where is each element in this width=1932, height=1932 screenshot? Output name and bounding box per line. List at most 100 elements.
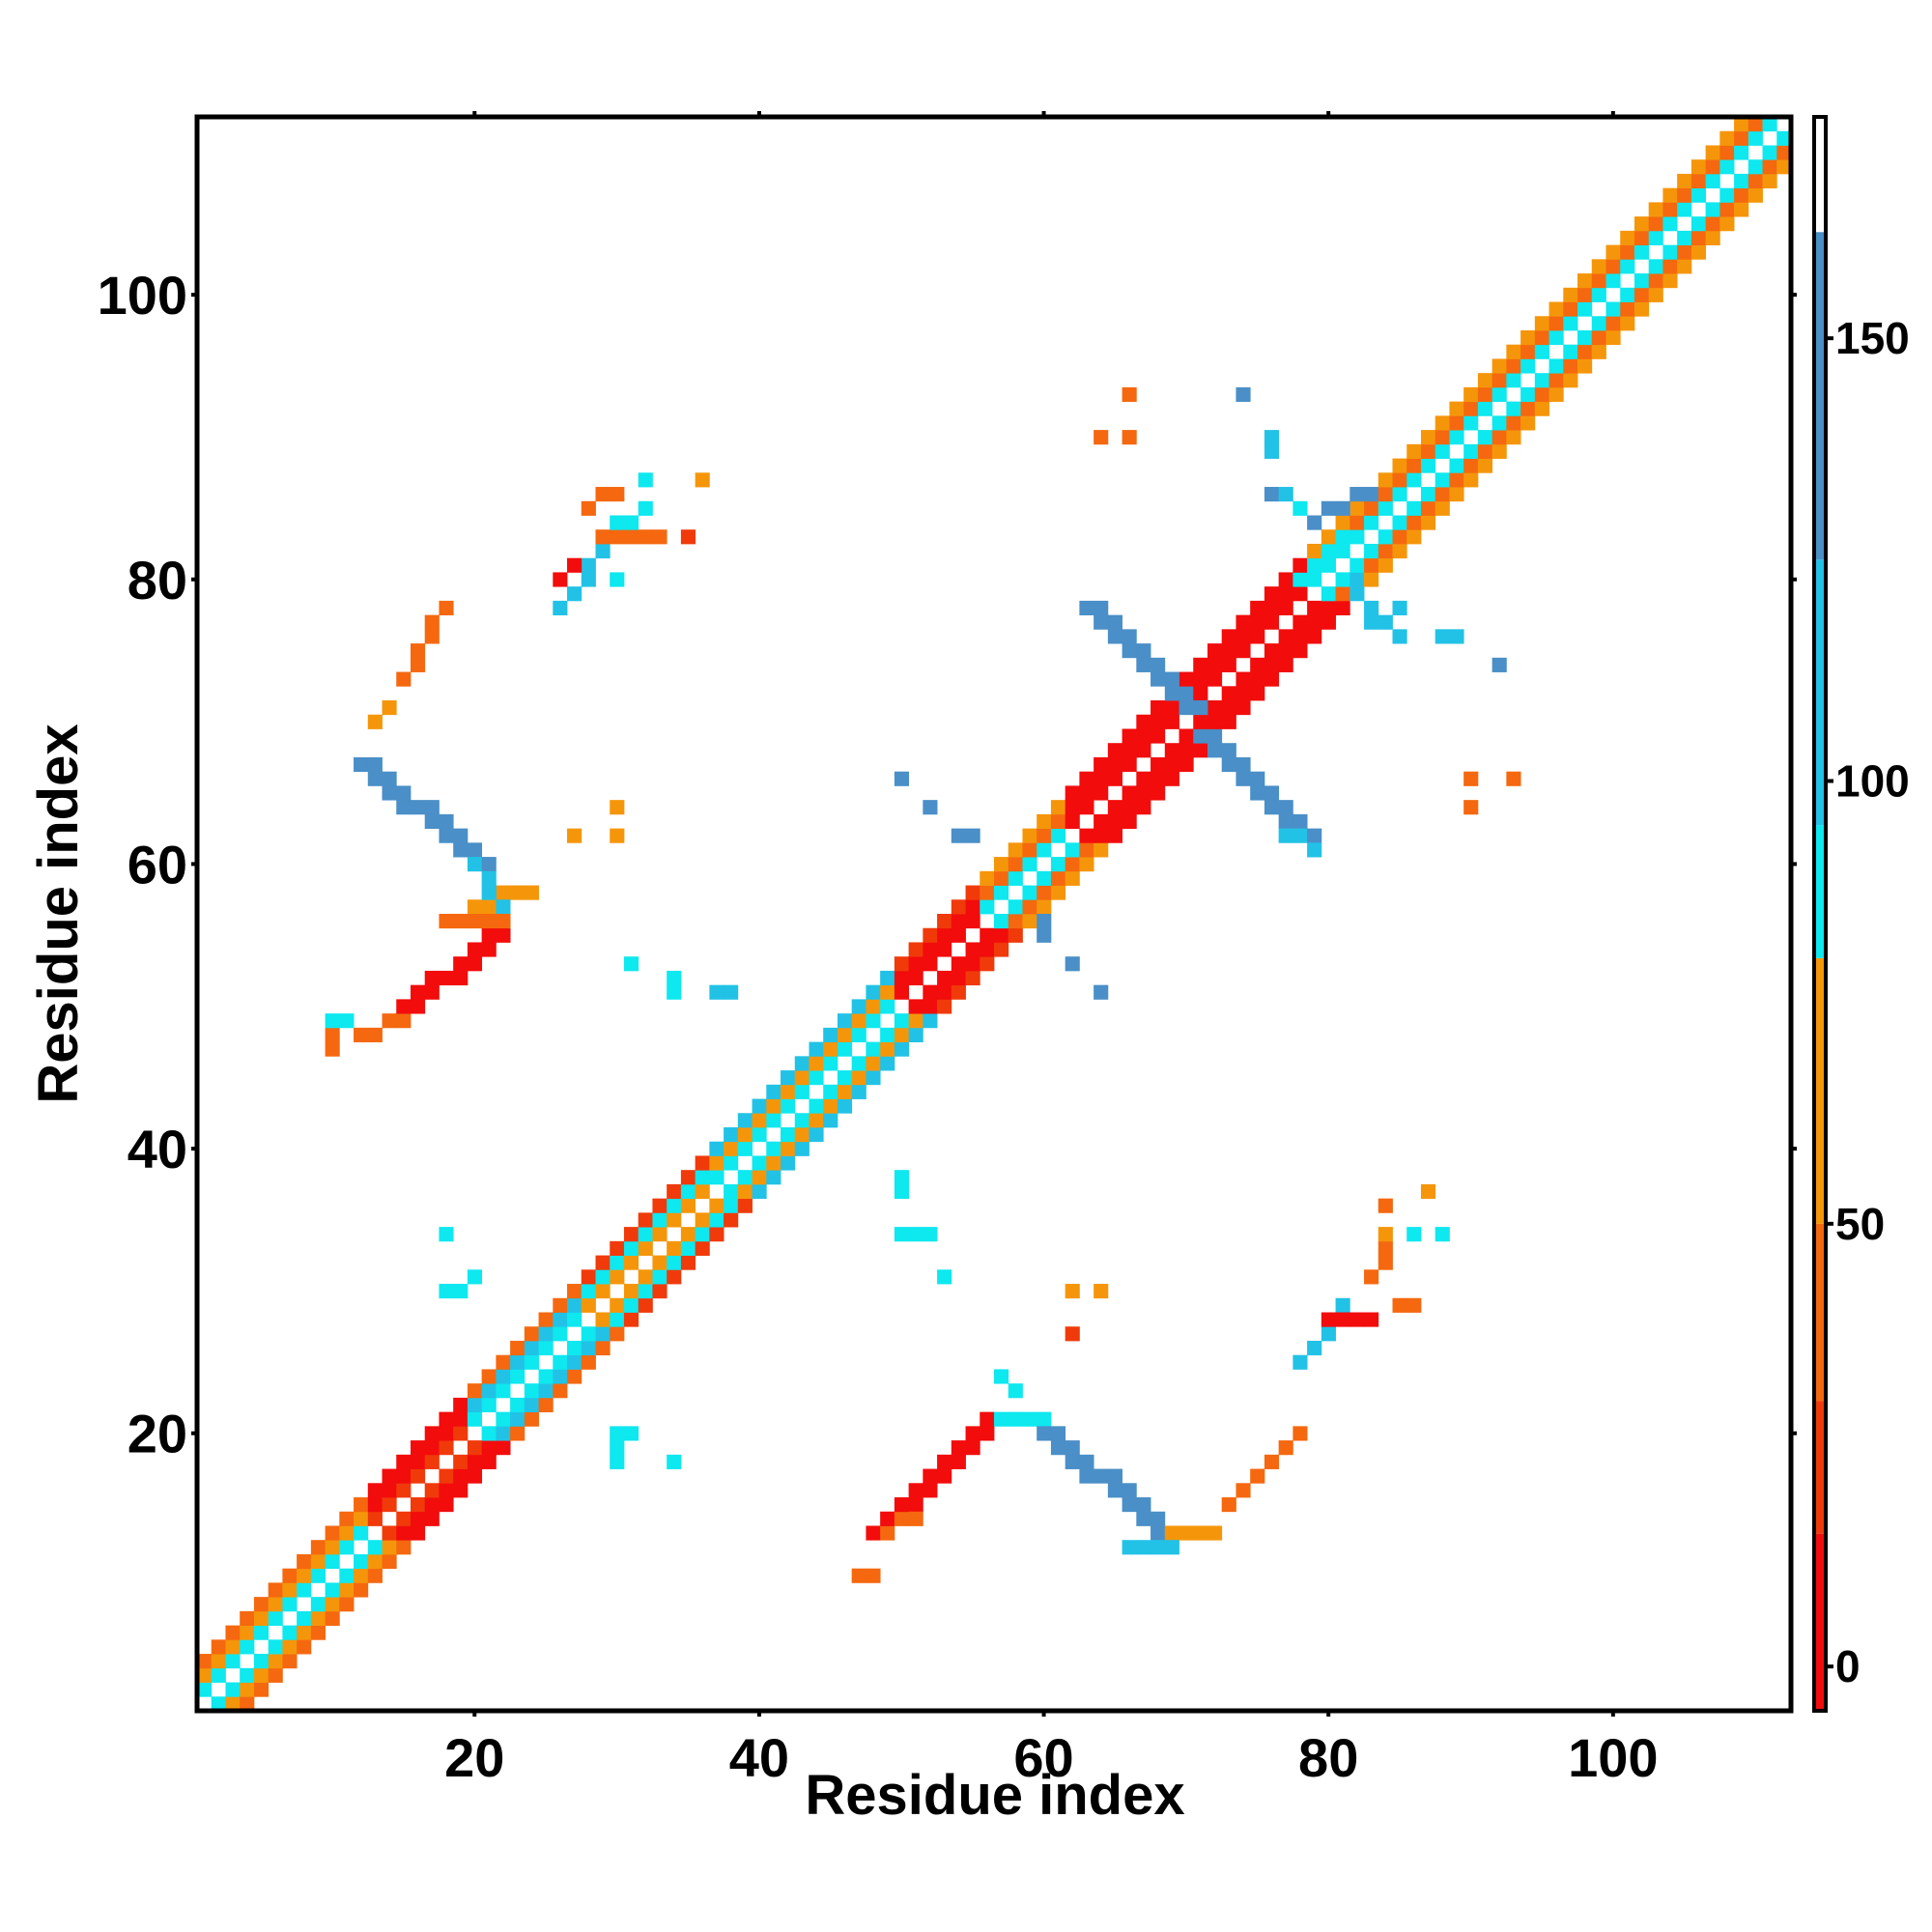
heatmap-cell — [396, 785, 412, 801]
heatmap-cell — [951, 956, 966, 972]
heatmap-cell — [866, 1070, 881, 1086]
heatmap-cell — [439, 828, 454, 843]
heatmap-cell — [1577, 344, 1593, 359]
heatmap-cell — [538, 1312, 554, 1327]
heatmap-cell — [1378, 1227, 1393, 1242]
heatmap-cell — [410, 1468, 426, 1484]
heatmap-cell — [481, 1426, 497, 1441]
heatmap-cell — [610, 1240, 625, 1256]
heatmap-cell — [253, 1597, 270, 1612]
heatmap-cell — [1747, 130, 1763, 146]
heatmap-cell — [467, 956, 483, 972]
heatmap-cell — [1435, 629, 1450, 644]
heatmap-cell — [1122, 756, 1137, 773]
heatmap-cell — [1307, 600, 1322, 616]
heatmap-cell — [1492, 358, 1507, 374]
heatmap-cell — [595, 543, 611, 559]
heatmap-cell — [752, 1113, 767, 1128]
heatmap-cell — [453, 1483, 469, 1498]
heatmap-cell — [1094, 785, 1109, 801]
heatmap-cell — [837, 1027, 853, 1042]
heatmap-cell — [1107, 756, 1122, 773]
heatmap-cell — [424, 813, 440, 830]
heatmap-cell — [481, 899, 497, 915]
heatmap-cell — [1065, 1326, 1080, 1342]
heatmap-cell — [1605, 329, 1621, 346]
heatmap-cell — [652, 1212, 668, 1228]
heatmap-cell — [908, 999, 923, 1014]
heatmap-cell — [1463, 771, 1479, 786]
heatmap-cell — [1236, 671, 1251, 687]
heatmap-cell — [496, 1383, 511, 1399]
heatmap-cell — [1591, 344, 1606, 359]
heatmap-cell — [240, 1667, 255, 1683]
heatmap-cell — [1136, 785, 1151, 801]
heatmap-cell — [837, 1098, 853, 1114]
heatmap-cell — [1577, 329, 1593, 346]
heatmap-cell — [1705, 202, 1720, 217]
heatmap-cell — [1065, 800, 1080, 815]
heatmap-cell — [1207, 714, 1223, 729]
heatmap-cell — [396, 1013, 412, 1029]
heatmap-cell — [695, 472, 710, 488]
heatmap-cell — [823, 1098, 838, 1114]
heatmap-cell — [724, 1141, 739, 1156]
heatmap-cell — [410, 1525, 426, 1541]
heatmap-cell — [623, 1255, 639, 1270]
heatmap-cell — [297, 1582, 312, 1598]
heatmap-cell — [1406, 515, 1422, 530]
heatmap-cell — [581, 557, 596, 573]
heatmap-cell — [880, 984, 895, 1000]
heatmap-cell — [1506, 344, 1521, 359]
heatmap-cell — [1677, 259, 1692, 274]
heatmap-cell — [623, 1240, 639, 1256]
heatmap-cell — [752, 1170, 767, 1185]
heatmap-cell — [610, 1454, 625, 1469]
heatmap-cell — [1335, 600, 1350, 616]
heatmap-cell — [709, 1170, 724, 1185]
heatmap-cell — [1022, 842, 1037, 858]
heatmap-cell — [225, 1639, 241, 1655]
heatmap-cell — [1449, 629, 1464, 644]
heatmap-cell — [1164, 714, 1179, 729]
heatmap-cell — [1022, 1411, 1037, 1427]
heatmap-cell — [1719, 159, 1735, 175]
y-tick-label: 80 — [128, 550, 187, 611]
heatmap-cell — [496, 1440, 511, 1456]
heatmap-cell — [923, 1227, 938, 1242]
heatmap-cell — [1107, 743, 1122, 758]
heatmap-cell — [1136, 1540, 1151, 1555]
heatmap-cell — [1193, 1525, 1208, 1541]
heatmap-cell — [1050, 813, 1066, 830]
heatmap-cell — [894, 1170, 910, 1185]
heatmap-cell — [1477, 386, 1493, 403]
heatmap-cell — [1719, 145, 1735, 160]
heatmap-cell — [794, 1070, 810, 1086]
heatmap-cell — [1236, 386, 1251, 403]
heatmap-cell — [1620, 287, 1635, 302]
heatmap-cell — [880, 1511, 895, 1526]
x-tick-label: 100 — [1568, 1727, 1658, 1788]
heatmap-cell — [1037, 1426, 1052, 1441]
heatmap-cell — [1747, 173, 1763, 189]
heatmap-cell — [1151, 1511, 1166, 1526]
heatmap-cell — [396, 800, 412, 815]
heatmap-cell — [240, 1625, 255, 1640]
heatmap-cell — [1307, 543, 1322, 559]
heatmap-cell — [339, 1582, 355, 1598]
heatmap-cell — [1107, 614, 1122, 630]
heatmap-cell — [1008, 899, 1023, 915]
heatmap-cell — [225, 1696, 241, 1712]
heatmap-cell — [724, 1183, 739, 1200]
heatmap-cell — [354, 1582, 369, 1598]
heatmap-cell — [610, 1440, 625, 1456]
colorbar-tick-label: 50 — [1835, 1199, 1885, 1249]
heatmap-cell — [1577, 301, 1593, 317]
heatmap-cell — [880, 1027, 895, 1042]
heatmap-cell — [1037, 914, 1052, 929]
heatmap-cell — [1534, 344, 1549, 359]
heatmap-cell — [1634, 244, 1650, 260]
heatmap-cell — [1648, 259, 1663, 274]
heatmap-cell — [994, 914, 1009, 929]
colorbar-band — [1814, 559, 1826, 826]
